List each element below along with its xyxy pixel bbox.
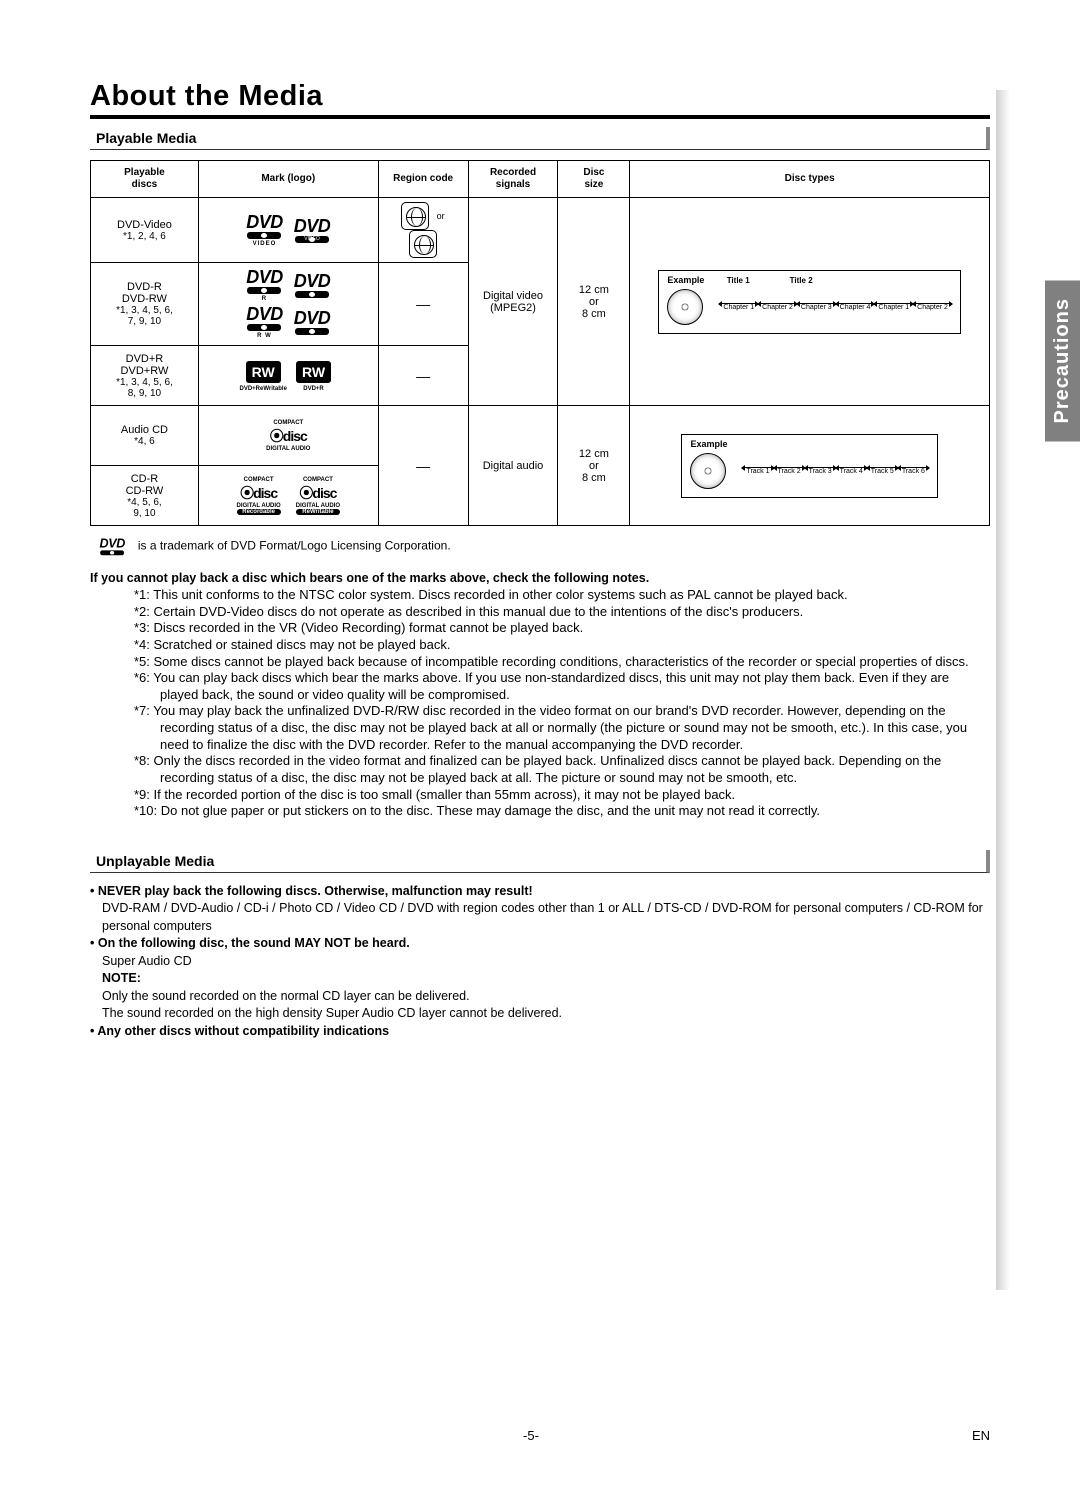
playable-media-table: Playable discs Mark (logo) Region code R… xyxy=(90,160,990,526)
region-globe-icon xyxy=(401,202,429,230)
th-signals: Recorded signals xyxy=(468,161,558,198)
region-globe-all-icon xyxy=(409,230,437,258)
note-item: *1: This unit conforms to the NTSC color… xyxy=(134,587,990,604)
side-tab: Precautions xyxy=(1045,280,1080,441)
note-line: Only the sound recorded on the normal CD… xyxy=(90,988,990,1006)
note-label: NOTE: xyxy=(90,970,990,988)
note-item: *10: Do not glue paper or put stickers o… xyxy=(134,803,990,820)
or-text: or xyxy=(437,211,445,221)
note-item: *6: You can play back discs which bear t… xyxy=(134,670,990,703)
unplayable-bullet: • On the following disc, the sound MAY N… xyxy=(90,935,990,953)
th-mark: Mark (logo) xyxy=(198,161,378,198)
region-dash: — xyxy=(416,296,430,312)
note-item: *4: Scratched or stained discs may not b… xyxy=(134,637,990,654)
disc-types-cell: Example Title 1Title 2 Chapter 1 Chapter… xyxy=(630,198,990,406)
compact-disc-logo-icon: COMPACT ⦿disc DIGITAL AUDIO xyxy=(266,420,310,452)
page-footer: -5- EN xyxy=(0,1428,1080,1443)
notes-list: *1: This unit conforms to the NTSC color… xyxy=(90,587,990,820)
disc-types-cell: Example Track 1 Track 2 Track 3 Track 4 … xyxy=(630,406,990,526)
unplayable-text: Super Audio CD xyxy=(90,953,990,971)
region-dash: — xyxy=(416,458,430,474)
unplayable-media-heading: Unplayable Media xyxy=(90,850,990,873)
note-item: *8: Only the discs recorded in the video… xyxy=(134,753,990,786)
note-item: *5: Some discs cannot be played back bec… xyxy=(134,654,990,671)
th-size: Disc size xyxy=(558,161,630,198)
note-line: The sound recorded on the high density S… xyxy=(90,1005,990,1023)
example-box: Example Title 1Title 2 Chapter 1 Chapter… xyxy=(658,270,961,334)
cd-recordable-logo-icon: COMPACT ⦿disc DIGITAL AUDIO Recordable xyxy=(237,477,281,515)
signals-cell: Digital audio xyxy=(468,406,558,526)
dvd-logo-icon: DVD xyxy=(294,310,331,335)
size-cell: 12 cm or 8 cm xyxy=(558,406,630,526)
table-row: Audio CD *4, 6 COMPACT ⦿disc DIGITAL AUD… xyxy=(91,406,990,466)
th-discs: Playable discs xyxy=(91,161,199,198)
rw-badge-icon: RW xyxy=(296,361,331,383)
table-row: DVD-Video *1, 2, 4, 6 DVD VIDEO DVD VIDE… xyxy=(91,198,990,263)
th-region: Region code xyxy=(378,161,468,198)
page-title: About the Media xyxy=(90,80,990,119)
note-item: *7: You may play back the unfinalized DV… xyxy=(134,703,990,753)
dvd-logo-icon: DVD xyxy=(99,538,125,556)
cd-rewritable-logo-icon: COMPACT ⦿disc DIGITAL AUDIO ReWritable xyxy=(296,477,340,515)
dvd-r-logo-icon: DVDR xyxy=(246,269,283,302)
th-types: Disc types xyxy=(630,161,990,198)
disc-name: CD-R CD-RW xyxy=(95,473,194,497)
dvd-logo-icon: DVD xyxy=(294,273,331,298)
signals-cell: Digital video (MPEG2) xyxy=(468,198,558,406)
mark-cell: DVDR DVD DVDR W DVD xyxy=(198,263,378,346)
page-number: -5- xyxy=(90,1428,972,1443)
unplayable-body: • NEVER play back the following discs. O… xyxy=(90,883,990,1041)
disc-refs: *1, 3, 4, 5, 6, 7, 9, 10 xyxy=(95,305,194,327)
mark-cell: RW DVD+ReWritable RW DVD+R xyxy=(198,346,378,406)
example-box: Example Track 1 Track 2 Track 3 Track 4 … xyxy=(681,434,937,498)
unplayable-bullet: • NEVER play back the following discs. O… xyxy=(90,883,990,901)
mark-cell: COMPACT ⦿disc DIGITAL AUDIO xyxy=(198,406,378,466)
playable-media-heading: Playable Media xyxy=(90,127,990,150)
size-cell: 12 cm or 8 cm xyxy=(558,198,630,406)
lang-code: EN xyxy=(972,1428,990,1443)
disc-refs: *1, 2, 4, 6 xyxy=(95,231,194,242)
region-dash: — xyxy=(416,368,430,384)
dvd-rw-logo-icon: DVDR W xyxy=(246,306,283,339)
disc-refs: *4, 5, 6, 9, 10 xyxy=(95,497,194,519)
disc-icon xyxy=(690,453,726,489)
disc-name: DVD-R DVD-RW xyxy=(95,281,194,305)
disc-name: Audio CD xyxy=(95,424,194,436)
rw-badge-icon: RW xyxy=(246,361,281,383)
dvd-video-logo-icon: DVD VIDEO xyxy=(294,218,331,243)
disc-name: DVD+R DVD+RW xyxy=(95,353,194,377)
disc-name: DVD-Video xyxy=(95,219,194,231)
disc-icon xyxy=(667,289,703,325)
unplayable-text: DVD-RAM / DVD-Audio / CD-i / Photo CD / … xyxy=(90,900,990,935)
note-item: *2: Certain DVD-Video discs do not opera… xyxy=(134,604,990,621)
dvd-logo-icon: DVD VIDEO xyxy=(246,214,283,247)
mark-cell: COMPACT ⦿disc DIGITAL AUDIO Recordable C… xyxy=(198,466,378,526)
note-item: *3: Discs recorded in the VR (Video Reco… xyxy=(134,620,990,637)
disc-refs: *1, 3, 4, 5, 6, 8, 9, 10 xyxy=(95,377,194,399)
mark-cell: DVD VIDEO DVD VIDEO xyxy=(198,198,378,263)
note-item: *9: If the recorded portion of the disc … xyxy=(134,787,990,804)
disc-refs: *4, 6 xyxy=(95,436,194,447)
region-cell: or xyxy=(378,198,468,263)
notes-heading: If you cannot play back a disc which bea… xyxy=(90,571,990,585)
unplayable-bullet: • Any other discs without compatibility … xyxy=(90,1023,990,1041)
trademark-line: DVD is a trademark of DVD Format/Logo Li… xyxy=(90,532,990,561)
